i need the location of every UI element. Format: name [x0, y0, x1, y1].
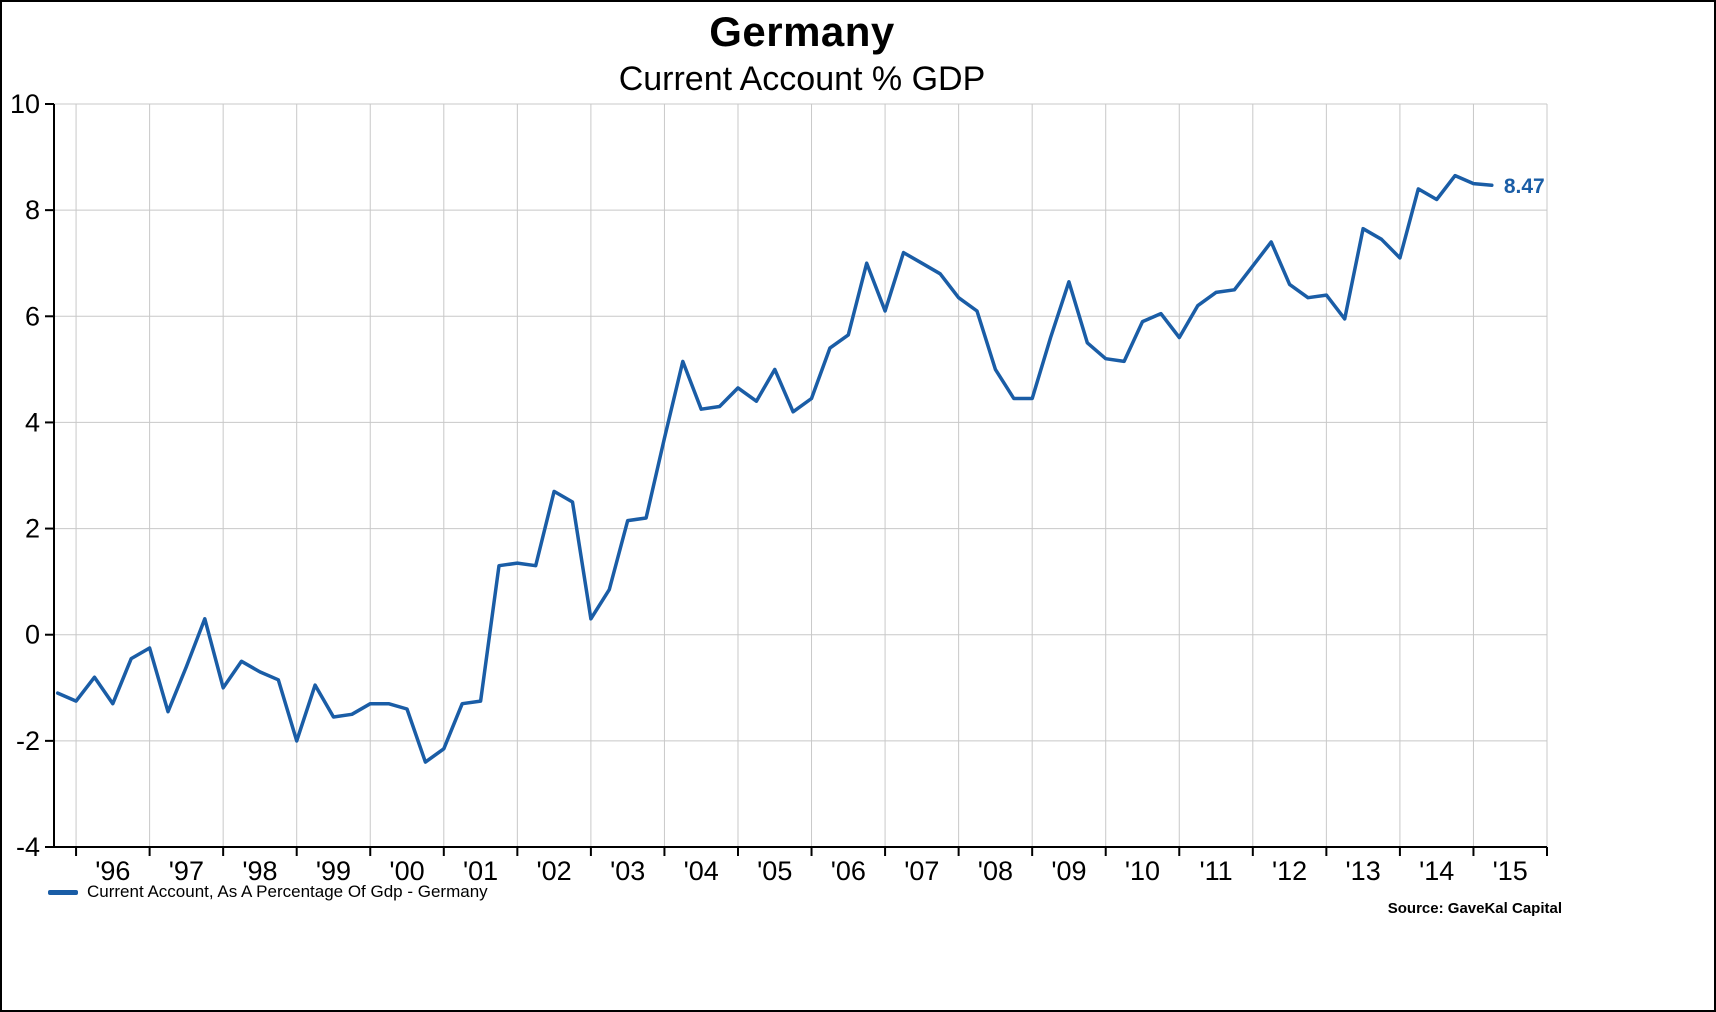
x-axis-tick-label: '00 — [389, 856, 424, 886]
x-axis-tick-label: '11 — [1199, 856, 1232, 886]
x-axis-tick-label: '96 — [95, 856, 130, 886]
last-value-label: 8.47 — [1504, 175, 1545, 198]
y-axis-tick-label: 6 — [25, 301, 40, 331]
x-axis-tick-label: '06 — [831, 856, 866, 886]
x-axis-tick-label: '13 — [1346, 856, 1381, 886]
chart-title: Germany — [709, 8, 895, 55]
y-axis-tick-label: -4 — [16, 832, 40, 862]
x-axis-tick-label: '07 — [904, 856, 939, 886]
y-axis-tick-label: 4 — [25, 407, 40, 437]
x-axis-tick-label: '97 — [169, 856, 204, 886]
chart-subtitle: Current Account % GDP — [618, 60, 986, 98]
x-axis-tick-label: '02 — [537, 856, 572, 886]
x-axis-tick-label: '01 — [463, 856, 498, 886]
data-series-line — [55, 173, 1494, 764]
y-axis-tick-label: 8 — [25, 195, 40, 225]
x-axis-tick-label: '09 — [1051, 856, 1086, 886]
legend-line-swatch — [48, 889, 78, 895]
x-axis-tick-label: '15 — [1493, 856, 1528, 886]
y-axis-tick-label: 10 — [10, 89, 40, 119]
x-axis-tick-label: '04 — [684, 856, 719, 886]
x-axis-tick-label: '10 — [1125, 856, 1160, 886]
y-axis-tick-label: 2 — [25, 514, 40, 544]
x-axis-tick-label: '08 — [978, 856, 1013, 886]
x-axis-tick-label: '03 — [610, 856, 645, 886]
y-axis-tick-label: 0 — [25, 620, 40, 650]
x-axis-tick-label: '12 — [1272, 856, 1307, 886]
legend: Current Account, As A Percentage Of Gdp … — [48, 882, 488, 902]
x-axis-tick-label: '14 — [1419, 856, 1454, 886]
x-axis-tick-label: '99 — [316, 856, 351, 886]
source-note: Source: GaveKal Capital — [1387, 900, 1562, 917]
y-axis-tick-label: -2 — [16, 726, 40, 756]
legend-label: Current Account, As A Percentage Of Gdp … — [87, 882, 488, 901]
x-axis-tick-label: '98 — [242, 856, 277, 886]
x-axis-tick-label: '05 — [757, 856, 792, 886]
